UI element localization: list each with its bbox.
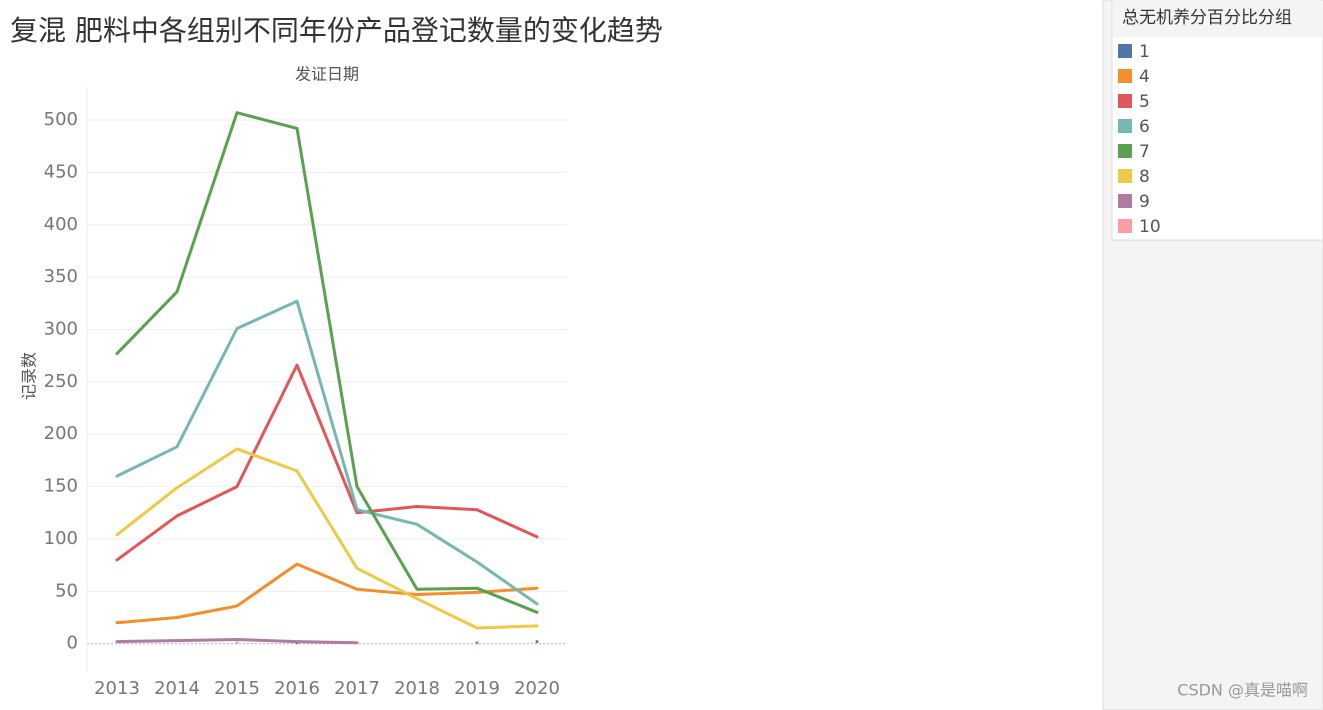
y-tick-label: 150 — [44, 476, 78, 497]
y-tick-label: 200 — [44, 423, 78, 444]
x-tick-label: 2018 — [394, 678, 440, 699]
x-tick-label: 2019 — [454, 678, 500, 699]
y-tick-label: 50 — [55, 580, 78, 601]
y-tick-label: 300 — [44, 318, 78, 339]
series-line — [115, 299, 539, 606]
y-axis-label: 记录数 — [20, 352, 39, 400]
legend-swatch — [1118, 119, 1132, 133]
x-tick-label: 2020 — [514, 678, 560, 699]
x-tick-label: 2013 — [94, 678, 140, 699]
legend-title: 总无机养分百分比分组 — [1122, 8, 1292, 28]
y-tick-label: 0 — [67, 633, 78, 654]
legend-swatch — [1118, 44, 1132, 58]
legend-swatch — [1118, 144, 1132, 158]
legend-swatch — [1118, 219, 1132, 233]
chart-title: 复混 肥料中各组别不同年份产品登记数量的变化趋势 — [10, 14, 663, 47]
legend-label: 6 — [1139, 117, 1150, 137]
legend-label: 10 — [1139, 217, 1161, 237]
legend-label: 5 — [1139, 92, 1150, 112]
y-tick-label: 500 — [44, 109, 78, 130]
legend-label: 7 — [1139, 142, 1150, 162]
legend-header — [1113, 1, 1323, 37]
legend-label: 1 — [1139, 42, 1150, 62]
y-tick-label: 250 — [44, 371, 78, 392]
legend-swatch — [1118, 69, 1132, 83]
legend-label: 9 — [1139, 192, 1150, 212]
x-tick-label: 2016 — [274, 678, 320, 699]
series-line — [115, 638, 479, 645]
x-axis-label: 发证日期 — [295, 65, 359, 84]
series-line — [115, 562, 539, 625]
series-line — [115, 111, 539, 614]
y-tick-label: 450 — [44, 161, 78, 182]
legend-swatch — [1118, 194, 1132, 208]
legend-label: 8 — [1139, 167, 1150, 187]
legend-box — [1111, 0, 1323, 241]
legend-swatch — [1118, 94, 1132, 108]
legend-label: 4 — [1139, 67, 1150, 87]
x-tick-label: 2017 — [334, 678, 380, 699]
x-tick-label: 2015 — [214, 678, 260, 699]
watermark: CSDN @真是喵啊 — [1177, 681, 1308, 700]
y-tick-label: 350 — [44, 266, 78, 287]
series-line — [115, 447, 539, 630]
y-tick-label: 100 — [44, 528, 78, 549]
x-tick-label: 2014 — [154, 678, 200, 699]
series-line — [115, 363, 539, 562]
y-tick-label: 400 — [44, 214, 78, 235]
legend-swatch — [1118, 169, 1132, 183]
